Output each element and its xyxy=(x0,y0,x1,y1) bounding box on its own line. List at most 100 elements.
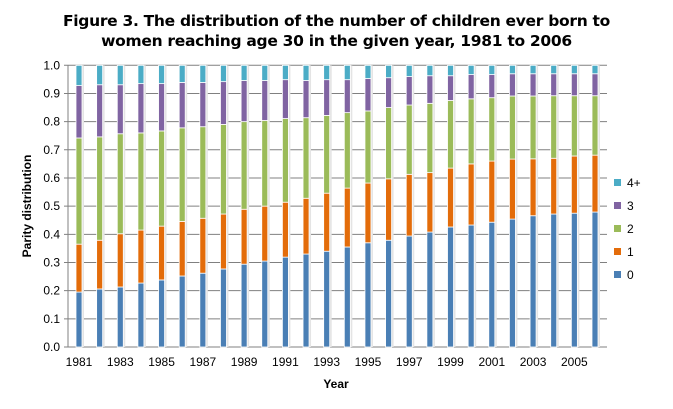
x-tick-label: 1989 xyxy=(231,355,258,369)
y-tick-label: 0.4 xyxy=(43,227,60,241)
legend-swatch-4+ xyxy=(614,179,621,186)
bar-segment-3-1994 xyxy=(343,79,351,114)
bar-shadow xyxy=(184,65,188,348)
x-tick-label: 2003 xyxy=(520,355,547,369)
bar-segment-1-1999 xyxy=(447,167,454,228)
x-tick-label: 1993 xyxy=(313,355,340,369)
bar-segment-2-1992 xyxy=(302,117,310,199)
bar-segment-0-1981 xyxy=(75,291,83,348)
bar-segment-4+-1992 xyxy=(302,64,310,81)
y-axis-label: Parity distribution xyxy=(20,155,34,258)
bar-segment-0-1985 xyxy=(158,279,165,348)
y-tick-label: 0.1 xyxy=(43,312,60,326)
bar-segment-3-1996 xyxy=(385,77,393,108)
bar-segment-0-1989 xyxy=(240,263,248,348)
legend-label-4+: 4+ xyxy=(627,176,641,190)
bar-segment-4+-1997 xyxy=(405,64,413,77)
legend-label-3: 3 xyxy=(627,199,634,213)
bar-segment-2-1990 xyxy=(261,120,269,207)
bar-segment-2-2006 xyxy=(591,95,599,156)
bar-segment-0-1992 xyxy=(302,253,310,348)
bar-shadow xyxy=(225,65,229,348)
bar-segment-2-1999 xyxy=(447,100,454,169)
bar-segment-4+-1983 xyxy=(116,64,124,86)
bar-segment-4+-2006 xyxy=(591,64,599,75)
bar-segment-4+-2003 xyxy=(529,64,537,75)
bar-segment-1-2006 xyxy=(591,154,599,213)
bar-segment-0-1990 xyxy=(261,260,269,348)
bar-segment-4+-2000 xyxy=(467,64,475,75)
chart-title: Figure 3. The distribution of the number… xyxy=(0,11,673,51)
bar-segment-1-1989 xyxy=(240,208,248,265)
y-tick-label: 0.2 xyxy=(43,284,60,298)
legend-swatch-2 xyxy=(614,225,621,232)
bar-segment-4+-1999 xyxy=(447,64,454,77)
bar-segment-1-2000 xyxy=(467,163,475,226)
bar-segment-2-1982 xyxy=(96,136,104,241)
bar-segment-2-1986 xyxy=(178,127,186,222)
bar-segment-4+-1988 xyxy=(220,64,227,83)
x-tick-label: 1997 xyxy=(396,355,423,369)
x-tick-label: 1981 xyxy=(66,355,93,369)
bar-segment-4+-1998 xyxy=(426,64,434,77)
bar-segment-1-1990 xyxy=(261,205,269,262)
bar-segment-2-2003 xyxy=(529,95,537,160)
bar-segment-4+-2004 xyxy=(550,64,558,75)
bar-segment-1-1992 xyxy=(302,197,310,255)
bar-segment-1-2004 xyxy=(550,157,558,215)
bar-segment-2-2005 xyxy=(570,95,578,157)
bar-segment-1-2001 xyxy=(488,160,496,223)
bar-segment-4+-1989 xyxy=(240,64,248,81)
bar-segment-0-1988 xyxy=(220,268,227,348)
legend-label-0: 0 xyxy=(627,268,634,282)
x-tick-label: 1991 xyxy=(272,355,299,369)
bar-segment-3-2004 xyxy=(550,73,558,97)
bar-segment-3-1999 xyxy=(447,75,454,101)
bar-segment-2-2001 xyxy=(488,97,496,162)
bar-segment-0-1994 xyxy=(343,246,351,348)
bar-segment-0-2001 xyxy=(488,221,496,348)
bar-segment-4+-1990 xyxy=(261,64,269,81)
legend-swatch-1 xyxy=(614,248,621,255)
bar-segment-2-1998 xyxy=(426,102,434,174)
bar-segment-2-1981 xyxy=(75,137,83,245)
bar-shadow xyxy=(576,65,580,348)
bar-segment-0-1998 xyxy=(426,231,434,348)
bar-segment-2-1993 xyxy=(323,115,331,194)
bar-segment-4+-2001 xyxy=(488,64,496,75)
bar-segment-4+-1994 xyxy=(343,64,351,81)
axes: 0.0 0.1 0.2 0.3 0.4 0.5 0.6 0.7 0.8 0.9 1.0 1981 198… xyxy=(43,58,588,369)
title-line-1: Figure 3. The distribution of the number… xyxy=(63,12,610,30)
bar-segment-2-1987 xyxy=(199,126,207,219)
bar-segment-0-1984 xyxy=(137,282,145,348)
bar-segment-2-1997 xyxy=(405,104,413,175)
bar-shadow xyxy=(452,65,456,348)
bar-shadow xyxy=(287,65,291,348)
bar-shadow xyxy=(369,65,373,348)
x-tick-label: 1995 xyxy=(355,355,382,369)
bar-segment-2-2004 xyxy=(550,95,558,159)
bar-segment-3-1986 xyxy=(178,82,186,129)
bar-segment-1-2002 xyxy=(509,158,516,220)
bar-segment-4+-1993 xyxy=(323,64,331,81)
bar-segment-2-1995 xyxy=(364,110,372,184)
bar-segment-4+-1987 xyxy=(199,64,207,83)
bar-segment-1-1987 xyxy=(199,217,207,274)
y-tick-label: 0.6 xyxy=(43,171,60,185)
bar-segment-1-2005 xyxy=(570,155,578,214)
bar-segment-3-2001 xyxy=(488,74,496,99)
bar-segment-1-1981 xyxy=(75,243,83,293)
bar-segment-3-2000 xyxy=(467,74,475,100)
bar-segment-3-1987 xyxy=(199,82,207,128)
bar-segment-2-1988 xyxy=(220,124,227,215)
bar-shadow xyxy=(246,65,250,348)
bar-shadow xyxy=(349,65,353,348)
bar-segment-2-1984 xyxy=(137,132,145,231)
bar-segment-0-2003 xyxy=(529,215,537,348)
bar-segment-1-1988 xyxy=(220,213,227,270)
bar-segment-4+-1985 xyxy=(158,64,165,85)
bar-segment-1-1982 xyxy=(96,239,104,290)
bar-segment-1-1993 xyxy=(323,192,331,252)
bar-shadow xyxy=(308,65,312,348)
